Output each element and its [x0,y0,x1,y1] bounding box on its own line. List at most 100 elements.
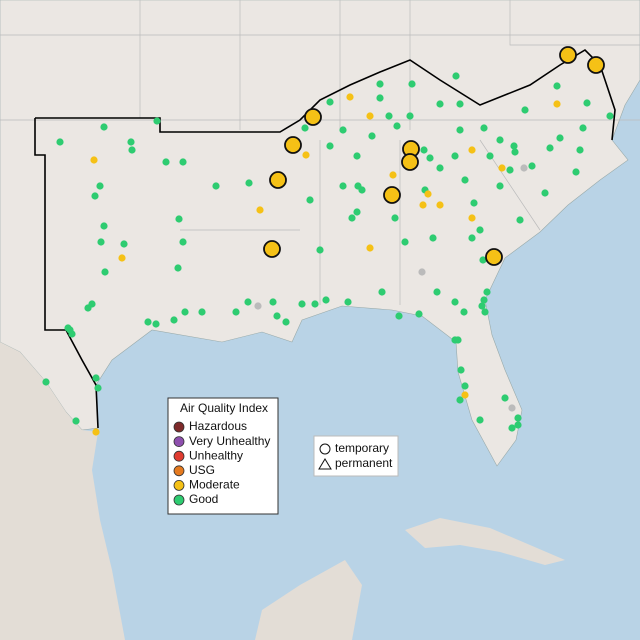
monitor-good [282,318,290,326]
legend-title: Air Quality Index [180,401,268,415]
monitor-moderate-large [269,171,287,189]
monitor-good [451,298,459,306]
monitor-na [508,404,516,412]
monitor-good [100,123,108,131]
monitor-good [179,158,187,166]
monitor-good [232,308,240,316]
monitor-good [358,186,366,194]
shape-label: temporary [335,441,389,455]
monitor-good [391,214,399,222]
monitor-good [174,264,182,272]
monitor-good [408,80,416,88]
monitor-moderate-large [485,248,503,266]
monitor-good [198,308,206,316]
monitor-good [153,117,161,125]
legend-label: Unhealthy [189,448,243,462]
monitor-good [120,240,128,248]
monitor-good [273,312,281,320]
monitor-good [514,414,522,422]
monitor-good [546,144,554,152]
monitor-good [406,112,414,120]
monitor-moderate [424,190,432,198]
monitor-good [553,82,561,90]
monitor-good [68,330,76,338]
shape-circle [319,443,331,455]
monitor-good [460,308,468,316]
monitor-good [456,126,464,134]
monitor-good [456,100,464,108]
monitor-good [483,288,491,296]
monitor-good [311,300,319,308]
monitor-good [576,146,584,154]
monitor-good [97,238,105,246]
monitor-good [541,189,549,197]
monitor-good [316,246,324,254]
monitor-moderate [389,171,397,179]
monitor-good [452,72,460,80]
monitor-moderate [461,391,469,399]
monitor-good [583,99,591,107]
legend-swatch [173,494,185,506]
monitor-good [508,424,516,432]
monitor-good [353,152,361,160]
monitor-good [94,384,102,392]
monitor-good [486,152,494,160]
monitor-good [72,417,80,425]
monitor-good [481,308,489,316]
monitor-good [606,112,614,120]
legend-swatch [173,436,185,448]
monitor-good [468,234,476,242]
monitor-good [395,312,403,320]
monitor-good [348,214,356,222]
monitor-good [496,136,504,144]
monitor-good [556,134,564,142]
monitor-good [91,192,99,200]
monitor-moderate [90,156,98,164]
monitor-good [64,324,72,332]
monitor-moderate [419,201,427,209]
monitor-good [152,320,160,328]
monitor-good [501,394,509,402]
monitor-moderate [256,206,264,214]
monitor-moderate-large [263,240,281,258]
monitor-moderate-large [304,108,322,126]
legend-swatch [173,421,185,433]
monitor-good [376,94,384,102]
legend-label: Very Unhealthy [189,434,270,448]
shape-legend: temporary permanent [313,435,399,477]
monitor-good [301,124,309,132]
monitor-good [456,396,464,404]
monitor-good [385,112,393,120]
monitor-good [572,168,580,176]
monitor-moderate [553,100,561,108]
monitor-good [344,298,352,306]
monitor-good [56,138,64,146]
monitor-good [326,142,334,150]
monitor-good [461,176,469,184]
monitor-good [420,146,428,154]
monitor-na [418,268,426,276]
monitor-good [511,148,519,156]
monitor-good [470,199,478,207]
monitor-good [298,300,306,308]
monitor-good [378,288,386,296]
legend-label: Hazardous [189,419,247,433]
monitor-good [393,122,401,130]
monitor-good [506,166,514,174]
monitor-good [326,98,334,106]
monitor-good [175,215,183,223]
monitor-good [436,164,444,172]
monitor-good [521,106,529,114]
land-cuba [405,518,565,565]
monitor-moderate [346,93,354,101]
legend-label: USG [189,463,215,477]
legend-swatch [173,450,185,462]
monitor-good [479,256,487,264]
monitor-good [306,196,314,204]
monitor-moderate [498,164,506,172]
monitor-good [339,182,347,190]
legend-swatch [173,479,185,491]
monitor-good [476,226,484,234]
monitor-good [436,100,444,108]
